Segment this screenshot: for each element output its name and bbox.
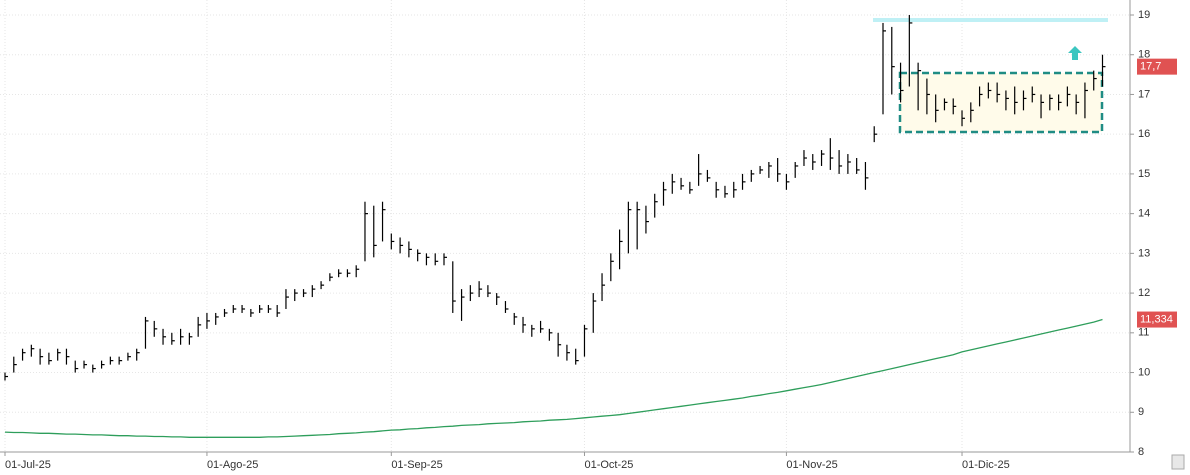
x-tick-label: 01-Nov-25 (786, 459, 837, 471)
moving-average (4, 318, 1103, 438)
y-tick-label: 18 (1138, 49, 1150, 61)
up-arrow (1068, 46, 1082, 60)
price-label: 11,334 (1140, 313, 1173, 325)
corner-icon (1171, 454, 1185, 470)
y-tick-label: 9 (1138, 406, 1144, 418)
x-tick-label: 01-Ago-25 (207, 459, 258, 471)
y-tick-label: 19 (1138, 9, 1150, 21)
y-tick-label: 16 (1138, 128, 1150, 140)
y-tick-label: 13 (1138, 247, 1150, 259)
y-tick-label: 10 (1138, 366, 1150, 378)
x-tick-label: 01-Dic-25 (962, 459, 1010, 471)
price-label-box (1137, 58, 1177, 75)
range-box (898, 71, 1104, 134)
x-tick-label: 01-Jul-25 (5, 459, 51, 471)
price-label-box (1137, 311, 1177, 328)
price-label: 17,7 (1140, 61, 1161, 73)
y-tick-label: 12 (1138, 287, 1150, 299)
x-tick-label: 01-Sep-25 (391, 459, 442, 471)
y-tick-label: 15 (1138, 168, 1150, 180)
y-tick-label: 11 (1138, 327, 1149, 339)
grid (0, 0, 1130, 453)
y-tick-label: 14 (1138, 208, 1150, 220)
y-tick-label: 17 (1138, 88, 1150, 100)
y-tick-label: 8 (1138, 446, 1144, 458)
x-tick-label: 01-Oct-25 (584, 459, 633, 471)
